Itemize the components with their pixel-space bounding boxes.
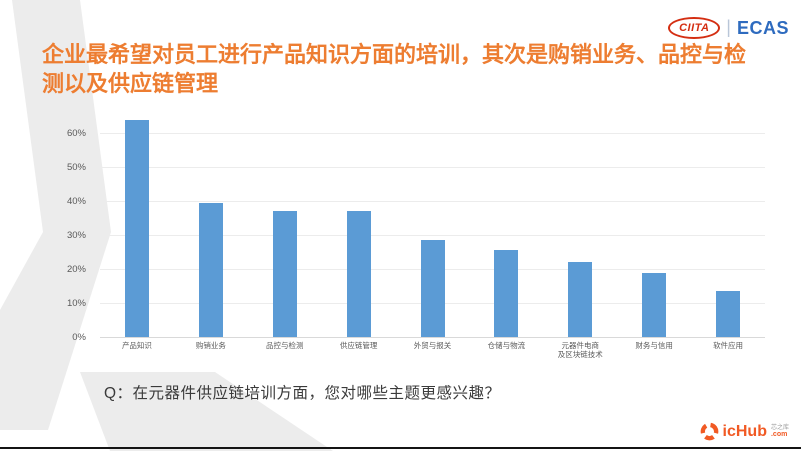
gridline-40%: [100, 201, 765, 203]
x-category-label: 购销业务: [195, 341, 226, 350]
x-category-label: 软件应用: [713, 341, 744, 350]
chart-bar: [124, 119, 149, 337]
ichub-suffix-cn: 芯之库: [770, 425, 789, 431]
y-axis: 0% 10% 20% 30% 40% 50% 60%: [48, 114, 94, 342]
chart-bar: [642, 272, 667, 337]
chart-bar: [272, 211, 297, 337]
ichub-suffix-com: .com: [770, 431, 788, 438]
x-axis-labels: 产品知识 购销业务 品控与检测 供应链管理 外贸与报关 仓储与物流 元器件电商 及区块链技术…: [100, 341, 765, 359]
ichub-logo-suffix: 芯之库 .com: [771, 425, 789, 438]
ecas-logo-text: ECAS: [736, 18, 789, 38]
gridline-30%: [100, 235, 765, 237]
y-tick-label: 50%: [66, 162, 86, 174]
ciita-logo-text: CIITA: [679, 21, 710, 34]
gridline-50%: [100, 167, 765, 169]
y-tick-label: 20%: [66, 264, 86, 276]
y-tick-label: 30%: [66, 230, 86, 242]
chart-bar: [420, 240, 445, 337]
x-category-label: 供应链管理: [339, 341, 378, 350]
x-category-label: 品控与检测: [265, 341, 304, 350]
slide-title: 企业最希望对员工进行产品知识方面的培训，其次是购销业务、品控与检测以及供应链管理: [42, 42, 747, 97]
chart-bar: [716, 291, 741, 337]
y-tick-label: 0%: [72, 332, 86, 343]
ichub-logo: icHub 芯之库 .com: [700, 422, 789, 441]
y-tick-label: 10%: [66, 298, 86, 310]
chart-bar: [198, 202, 223, 337]
ciita-logo: CIITA: [668, 17, 721, 39]
chart-bar: [346, 211, 371, 337]
slide-bottom-border: [0, 447, 801, 449]
x-category-label: 仓储与物流: [487, 341, 526, 350]
y-tick-label: 60%: [66, 128, 86, 140]
logo-divider: |: [726, 17, 731, 37]
bar-chart: [100, 114, 765, 338]
x-category-label: 财务与信用: [635, 341, 673, 350]
ichub-logo-icon: [700, 422, 718, 441]
chart-bar: [494, 250, 519, 337]
chart-bar: [568, 262, 593, 337]
gridline-0%: [100, 337, 765, 338]
x-category-label: 产品知识: [121, 341, 152, 350]
x-category-label: 元器件电商 及区块链技术: [557, 341, 603, 359]
ichub-logo-text: icHub: [722, 422, 767, 440]
survey-question: Q：在元器件供应链培训方面，您对哪些主题更感兴趣？: [104, 385, 501, 402]
gridline-60%: [100, 133, 765, 135]
x-category-label: 外贸与报关: [413, 341, 452, 350]
header-logos: CIITA | ECAS: [668, 17, 789, 39]
y-tick-label: 40%: [66, 196, 86, 208]
